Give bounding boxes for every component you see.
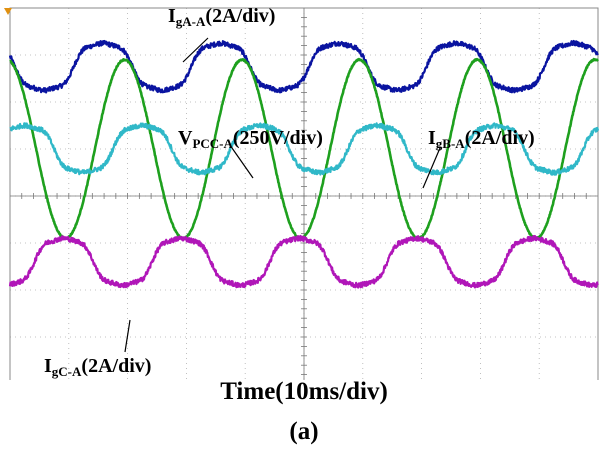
- scope-traces: [8, 39, 600, 289]
- trace-annotations: IgA-A(2A/div) VPCC-A(250V/div) IgB-A(2A/…: [44, 5, 535, 379]
- channel-marker-icon: [4, 8, 12, 15]
- oscilloscope-chart: IgA-A(2A/div) VPCC-A(250V/div) IgB-A(2A/…: [4, 5, 600, 380]
- trace-gb-a: [9, 122, 600, 176]
- arrow-vpcc: [231, 147, 254, 179]
- arrow-igC: [124, 319, 131, 353]
- label-igB: IgB-A(2A/div): [428, 127, 535, 151]
- label-igA: IgA-A(2A/div): [168, 5, 275, 29]
- scope-grid: [9, 7, 599, 380]
- trace-ga-a: [8, 39, 599, 94]
- scope-frame: [9, 7, 599, 380]
- arrow-igB: [422, 147, 441, 189]
- label-vpcc: VPCC-A(250V/div): [178, 127, 323, 151]
- figure-caption: (a): [289, 418, 319, 445]
- trace-gc-a: [8, 234, 599, 289]
- x-axis-label: Time(10ms/div): [220, 378, 388, 405]
- label-igC: IgC-A(2A/div): [44, 355, 151, 379]
- arrow-igA: [182, 37, 209, 63]
